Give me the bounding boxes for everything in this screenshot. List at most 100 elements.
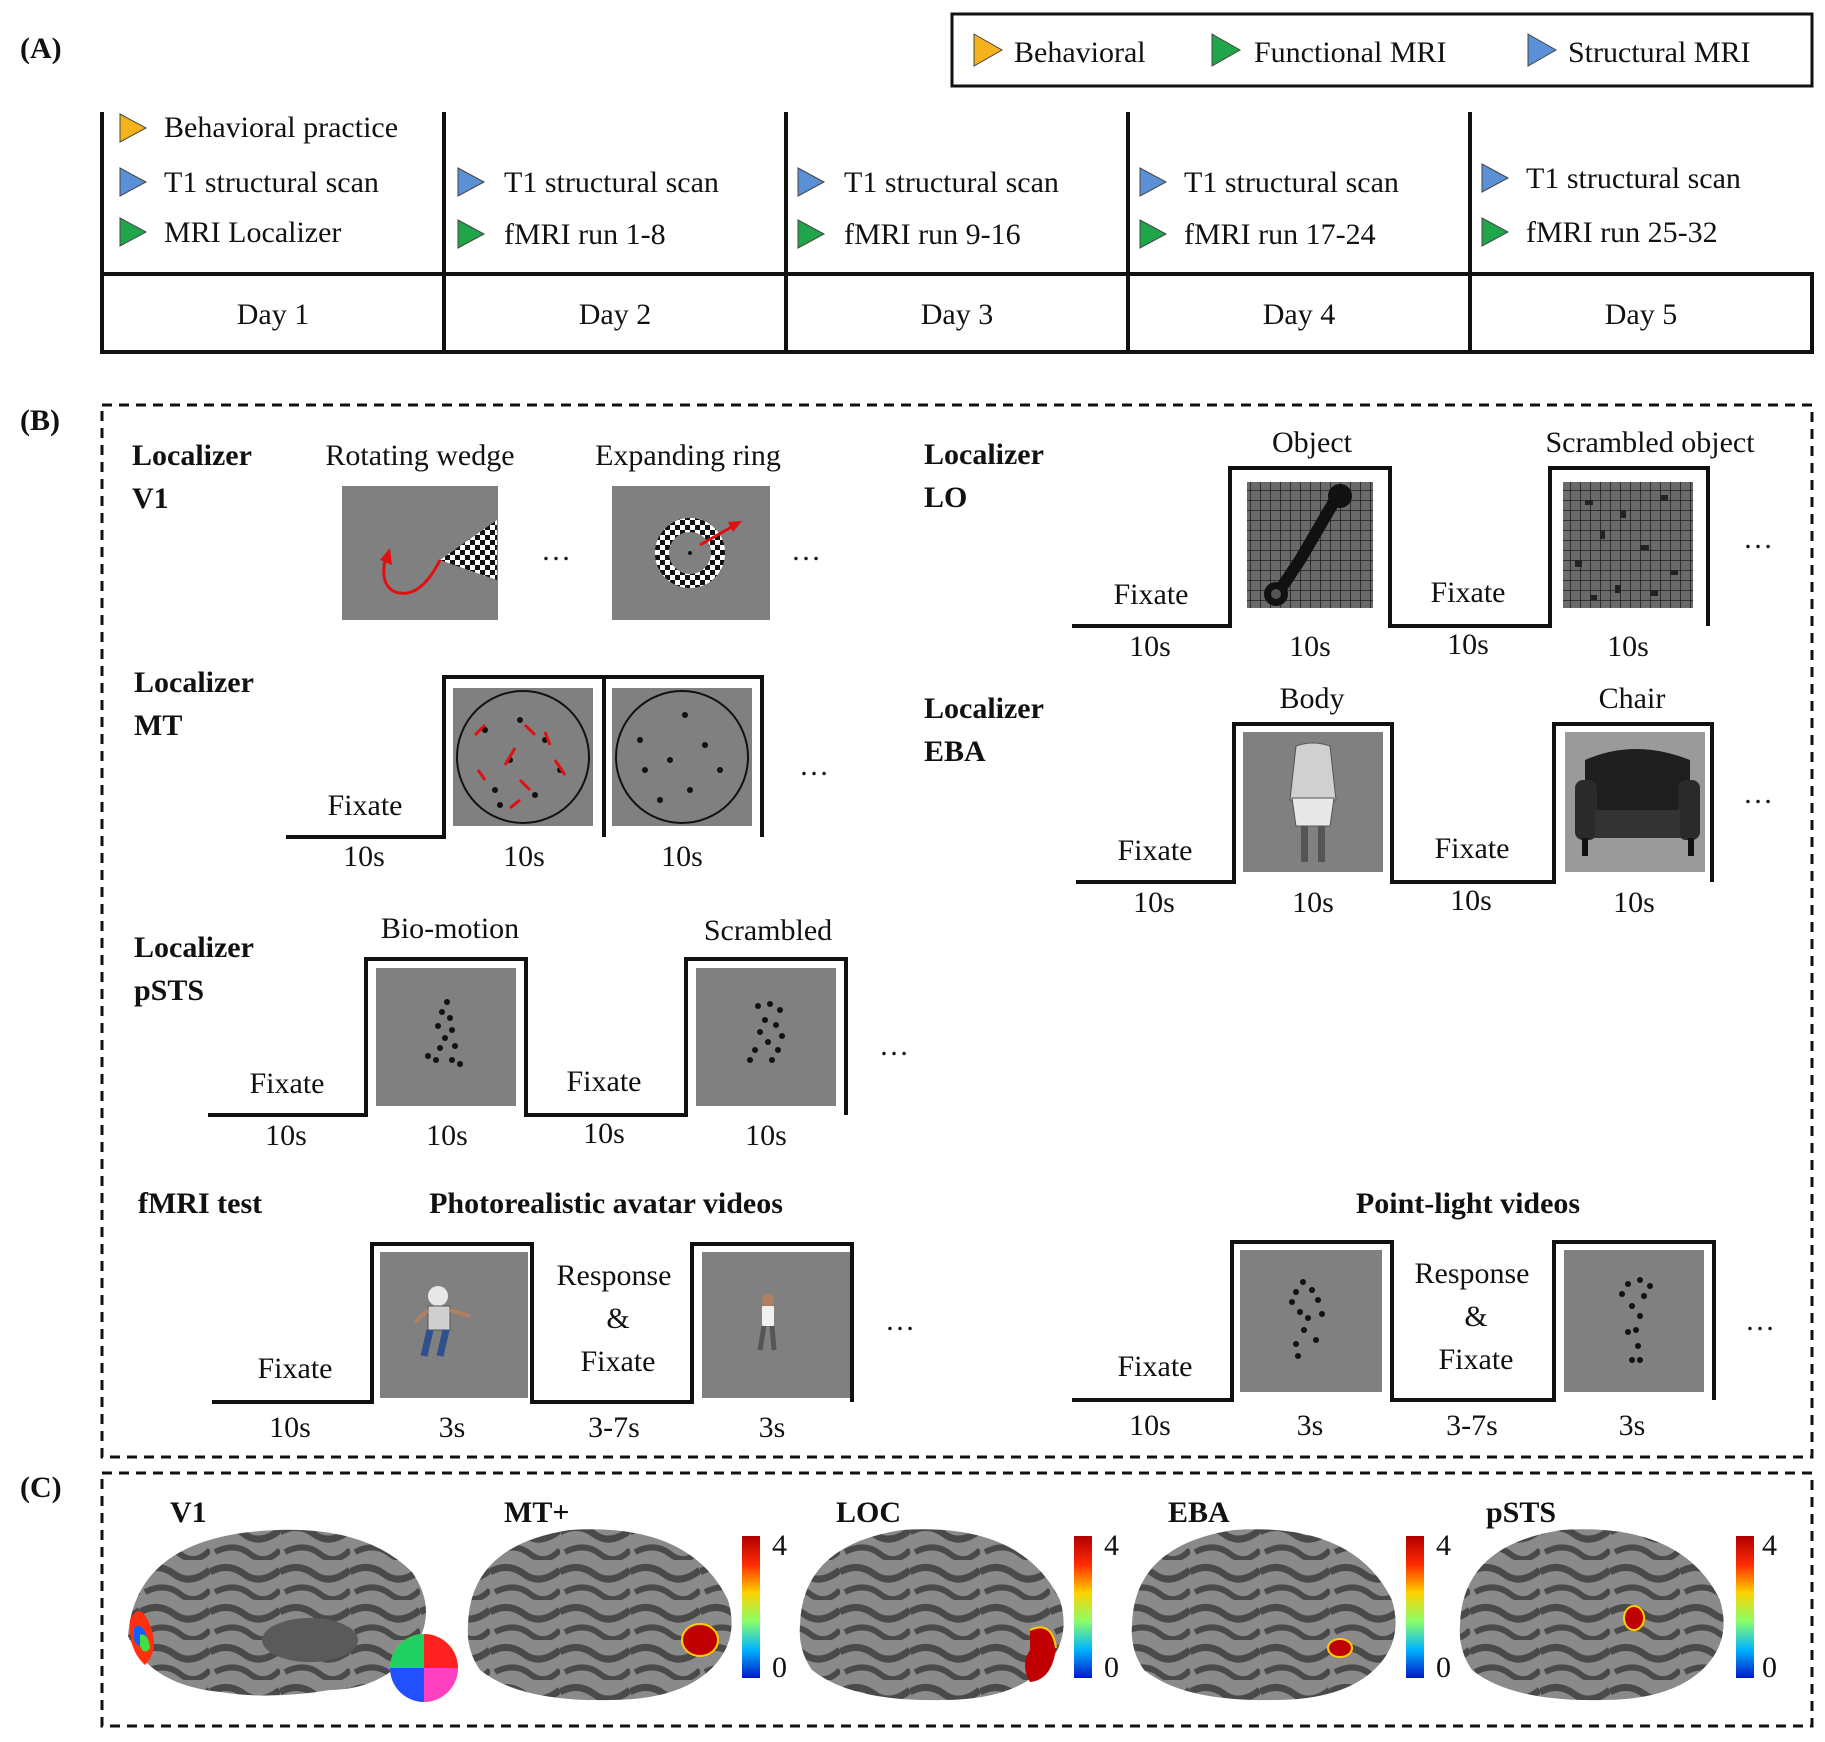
brain-loc-lateral (799, 1529, 1064, 1701)
day1-item1: Behavioral practice (164, 111, 398, 144)
rotating-wedge-stimulus (342, 486, 498, 620)
object-stimulus (1247, 482, 1373, 608)
avatar-videos-title: Photorealistic avatar videos (429, 1187, 783, 1220)
behavioral-triangle-icon (973, 33, 1004, 67)
moving-dots-stimulus (453, 688, 593, 826)
mt-timeline (286, 675, 764, 839)
lo-fixate-2: Fixate (1431, 576, 1506, 609)
functional-triangle-icon (1139, 219, 1168, 249)
day4-item2: fMRI run 17-24 (1184, 218, 1376, 251)
avatar-duration-1: 10s (269, 1411, 311, 1444)
psts-fixate-1: Fixate (250, 1067, 325, 1100)
eba-duration-2: 10s (1292, 886, 1334, 919)
lo-stim1-label: Object (1272, 426, 1353, 459)
brain-label-v1: V1 (170, 1496, 207, 1529)
v1-title-line2: V1 (132, 482, 169, 515)
psts-fixate-2: Fixate (567, 1065, 642, 1098)
body-stimulus (1243, 732, 1383, 872)
v1-title-line1: Localizer (132, 439, 252, 472)
schedule-table (100, 112, 1814, 354)
scrambled-object-stimulus (1563, 482, 1693, 608)
colorbar-psts (1736, 1536, 1754, 1678)
polar-angle-colorwheel (390, 1634, 458, 1702)
pointlight-response-line2: & (1464, 1300, 1487, 1333)
eba-duration-1: 10s (1133, 886, 1175, 919)
functional-triangle-icon (1211, 33, 1242, 67)
scrambled-biomotion-stimulus (696, 968, 836, 1106)
psts-duration-4: 10s (745, 1119, 787, 1152)
psts-duration-1: 10s (265, 1119, 307, 1152)
legend-structural: Structural MRI (1568, 36, 1750, 69)
activation-blob (1624, 1606, 1644, 1630)
lo-duration-4: 10s (1607, 630, 1649, 663)
pointlight-duration-2: 3s (1297, 1409, 1324, 1442)
brain-v1-medial (128, 1529, 426, 1696)
lo-title-line1: Localizer (924, 438, 1044, 471)
avatar-response-line1: Response (557, 1259, 672, 1292)
day1-item3: MRI Localizer (164, 216, 341, 249)
psts-title-line2: pSTS (134, 974, 204, 1007)
psts-stim2-label: Scrambled (704, 914, 832, 947)
pointlight-timeline (1072, 1240, 1716, 1402)
panel-label-c: (C) (20, 1471, 62, 1504)
v1-stim2-label: Expanding ring (595, 439, 781, 472)
avatar-fixate: Fixate (258, 1352, 333, 1385)
day4-label: Day 4 (1263, 298, 1335, 331)
mt-ellipsis: … (799, 749, 829, 782)
avatar-response-line3: Fixate (581, 1345, 656, 1378)
eba-title-line1: Localizer (924, 692, 1044, 725)
avatar-video-stimulus-2 (702, 1252, 850, 1398)
day5-item2: fMRI run 25-32 (1526, 216, 1718, 249)
colorbar-eba-min: 0 (1436, 1651, 1451, 1684)
eba-stim1-label: Body (1279, 682, 1344, 715)
legend-functional: Functional MRI (1254, 36, 1447, 69)
day3-item2: fMRI run 9-16 (844, 218, 1021, 251)
v1-ellipsis-2: … (791, 534, 821, 567)
mt-duration-3: 10s (661, 840, 703, 873)
brain-mt-lateral (467, 1529, 732, 1701)
mt-title-line1: Localizer (134, 666, 254, 699)
fmri-test-title: fMRI test (138, 1187, 262, 1220)
colorbar-loc-max: 4 (1104, 1529, 1119, 1562)
panel-c-frame (100, 1471, 1814, 1728)
v1-stim1-label: Rotating wedge (325, 439, 514, 472)
day2-item1: T1 structural scan (504, 166, 719, 199)
day4-item1: T1 structural scan (1184, 166, 1399, 199)
lo-fixate-1: Fixate (1114, 578, 1189, 611)
day2-label: Day 2 (579, 298, 651, 331)
panel-label-b: (B) (20, 404, 60, 437)
functional-triangle-icon (119, 217, 148, 247)
psts-ellipsis: … (879, 1029, 909, 1062)
brain-label-mt: MT+ (504, 1496, 569, 1529)
pointlight-duration-4: 3s (1619, 1409, 1646, 1442)
eba-ellipsis: … (1743, 777, 1773, 810)
psts-timeline (208, 957, 848, 1117)
chair-stimulus (1565, 732, 1705, 872)
avatar-timeline (212, 1242, 854, 1404)
day5-item1: T1 structural scan (1526, 162, 1741, 195)
behavioral-triangle-icon (119, 113, 148, 143)
biomotion-stimulus (376, 968, 516, 1106)
colorbar-eba-max: 4 (1436, 1529, 1451, 1562)
structural-triangle-icon (119, 167, 148, 197)
avatar-duration-3: 3-7s (588, 1411, 640, 1444)
colorbar-loc (1074, 1536, 1092, 1678)
pointlight-video-stimulus-1 (1240, 1250, 1382, 1392)
pointlight-video-stimulus-2 (1564, 1250, 1704, 1392)
psts-duration-3: 10s (583, 1117, 625, 1150)
legend-behavioral: Behavioral (1014, 36, 1146, 69)
eba-timeline (1076, 722, 1714, 884)
day2-item2: fMRI run 1-8 (504, 218, 666, 251)
day1-label: Day 1 (237, 298, 309, 331)
structural-triangle-icon (797, 167, 826, 197)
lo-timeline (1072, 466, 1710, 628)
structural-triangle-icon (1527, 33, 1558, 67)
colorbar-eba (1406, 1536, 1424, 1678)
mt-fixate: Fixate (328, 789, 403, 822)
brain-eba-lateral (1131, 1529, 1396, 1701)
psts-stim1-label: Bio-motion (381, 912, 519, 945)
brain-psts-lateral (1459, 1529, 1724, 1701)
psts-title-line1: Localizer (134, 931, 254, 964)
functional-triangle-icon (457, 219, 486, 249)
